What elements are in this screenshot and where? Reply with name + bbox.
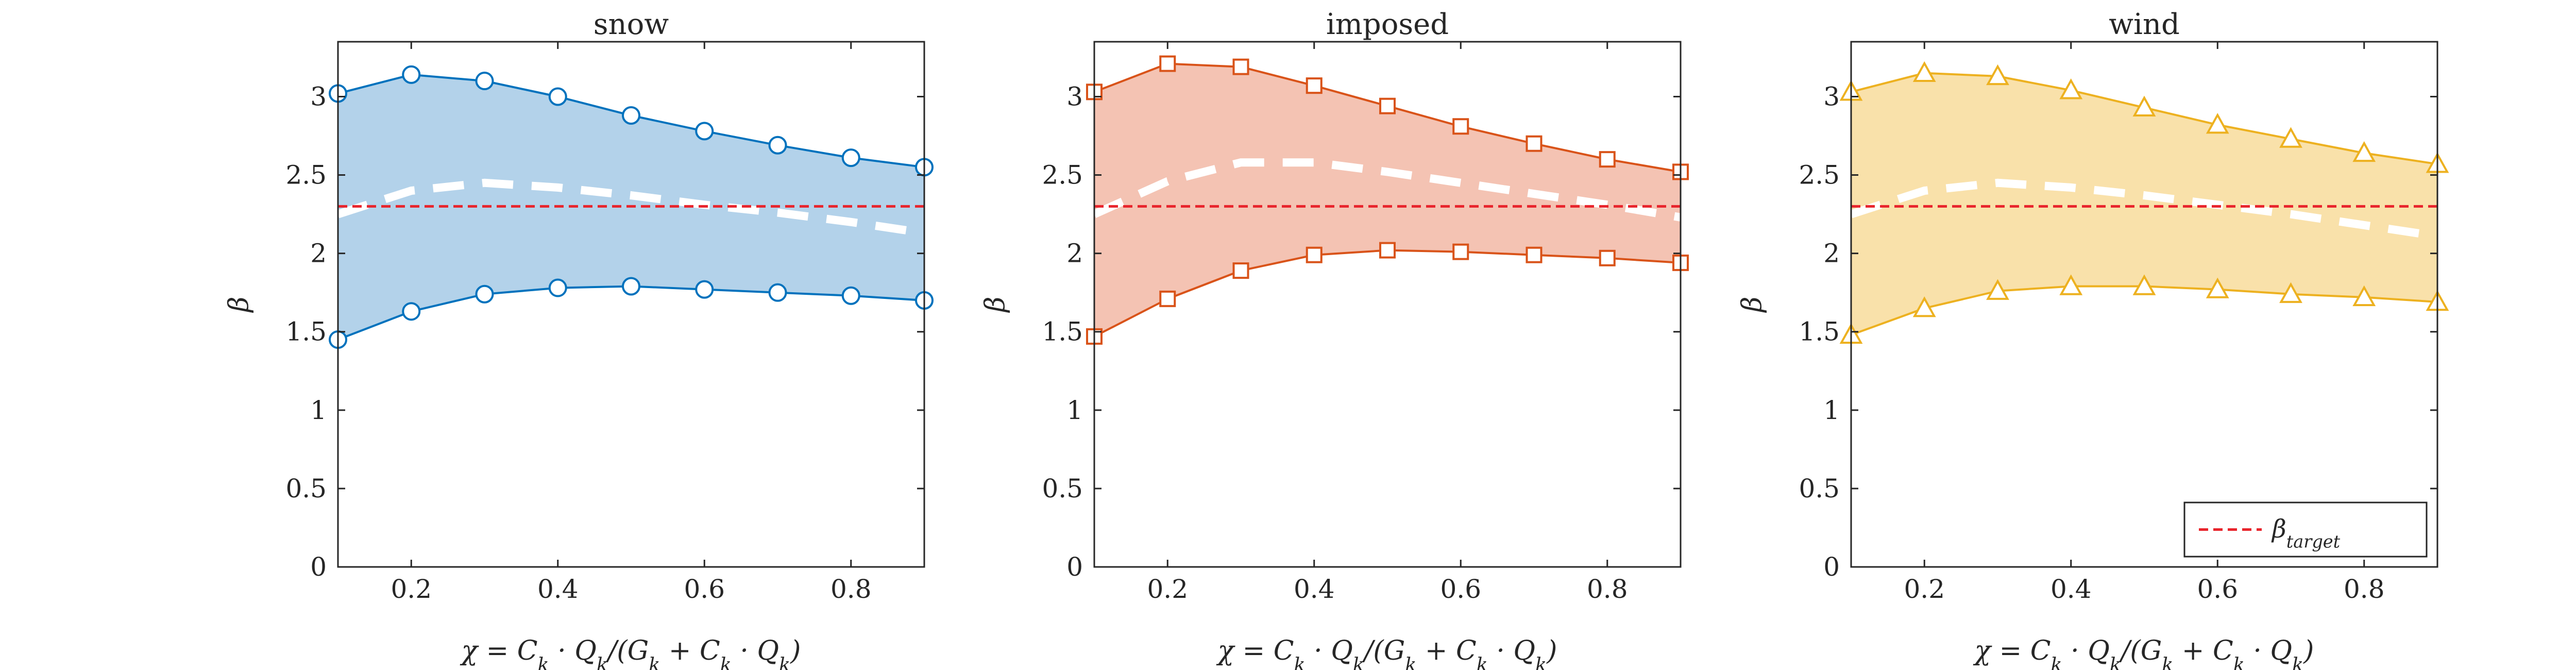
y-tick-label: 0 [310,552,327,582]
lower-point [2279,282,2302,303]
y-tick-label: 1.5 [1042,317,1083,347]
x-tick-label: 0.6 [2197,574,2238,604]
lower-point [1599,249,1616,266]
lower-point [1379,242,1396,259]
lower-point [1452,243,1469,260]
y-tick-label: 1.5 [285,317,327,347]
upper-point [768,136,787,155]
y-tick-label: 2.5 [285,160,327,190]
legend: βtarget [2183,501,2428,558]
panel-wind: 0 0.5 1 1.5 2 2.5 3 0.2 0.4 0.6 0.8 wind χ = Ck · Qk… [1737,8,2449,670]
y-tick-label: 1 [1823,395,1840,425]
upper-point [695,122,714,141]
lower-point [402,302,421,321]
y-tick-label: 0 [1823,552,1840,582]
mean-line [336,178,925,238]
lower-point [1232,262,1249,279]
y-tick-label: 3 [310,81,327,111]
x-tick-label: 0.4 [1294,574,1335,604]
y-tick-label: 1 [310,395,327,425]
upper-point [402,65,421,84]
mean-line [1092,158,1682,222]
x-tick-label: 0.6 [684,574,725,604]
legend-box [2183,501,2428,558]
upper-point [841,148,860,167]
lower-point [2059,274,2083,295]
lower-point [2206,277,2229,298]
x-tick-label: 0.8 [831,574,872,604]
upper-point [2132,95,2156,116]
x-tick-label: 0.8 [1587,574,1628,604]
panel-title: imposed [1326,8,1449,41]
upper-point [1159,55,1176,72]
x-tick-label: 0.2 [391,574,432,604]
y-tick-label: 0.5 [285,474,327,504]
upper-point [1452,118,1469,135]
panel-snow: 0 0.5 1 1.5 2 2.5 3 0.2 0.4 0.6 0.8 snow χ = Ck · Qk… [224,8,934,670]
y-tick-label: 3 [1823,81,1840,111]
upper-point [1306,77,1323,94]
y-axis-label: β [1737,296,1768,313]
lower-point [1986,279,2009,300]
y-tick-label: 3 [1066,81,1083,111]
x-tick-label: 0.4 [2050,574,2092,604]
y-tick-label: 0.5 [1799,474,1840,504]
panel-title: snow [594,8,669,41]
panel-title: wind [2109,8,2180,41]
upper-point [2352,141,2376,162]
upper-point [1912,61,1936,82]
y-tick-label: 1 [1066,395,1083,425]
upper-point [1599,151,1616,168]
y-tick-label: 0 [1066,552,1083,582]
y-tick-label: 1.5 [1799,317,1840,347]
lower-point [2132,274,2156,295]
upper-point [1526,135,1543,152]
y-tick-label: 2 [1066,239,1083,269]
y-axis-label: β [980,296,1011,313]
y-tick-label: 2 [310,239,327,269]
upper-point [1232,58,1249,75]
x-tick-label: 0.2 [1904,574,1945,604]
legend-label: βtarget [2271,515,2341,552]
lower-point [841,286,860,305]
lower-point [548,278,567,297]
axes-box [1093,41,1682,568]
upper-point [622,106,640,125]
upper-point [2206,113,2229,134]
y-tick-label: 2.5 [1799,160,1840,190]
y-axis-label: β [224,296,255,313]
lower-point [695,280,714,299]
x-tick-label: 0.4 [537,574,579,604]
lower-point [2352,285,2376,307]
x-axis-label: χ = Ck · Qk/(Gk + Ck · Qk) [1216,635,1557,670]
upper-point [475,72,494,91]
y-tick-label: 2.5 [1042,160,1083,190]
lower-point [475,284,494,304]
x-axis-label: χ = Ck · Qk/(Gk + Ck · Qk) [460,635,801,670]
axes-box [1850,41,2438,568]
lower-point [1526,246,1543,263]
upper-point [548,87,567,106]
x-tick-label: 0.2 [1147,574,1188,604]
y-tick-label: 0.5 [1042,474,1083,504]
panel-imposed: 0 0.5 1 1.5 2 2.5 3 0.2 0.4 0.6 0.8 imposed χ = Ck ·… [980,8,1689,670]
x-tick-label: 0.8 [2344,574,2385,604]
upper-point [1379,97,1396,114]
lower-point [622,277,640,296]
mean-line [1850,178,2438,241]
x-axis-label: χ = Ck · Qk/(Gk + Ck · Qk) [1973,635,2314,670]
y-tick-label: 2 [1823,239,1840,269]
axes-box [337,41,925,568]
lower-point [1159,290,1176,307]
lower-point [1306,246,1323,263]
upper-point [2059,78,2083,99]
upper-point [1986,64,2009,86]
band-fill [1851,73,2437,335]
upper-point [2279,127,2302,148]
x-tick-label: 0.6 [1440,574,1481,604]
lower-point [1912,296,1936,317]
lower-point [768,283,787,302]
